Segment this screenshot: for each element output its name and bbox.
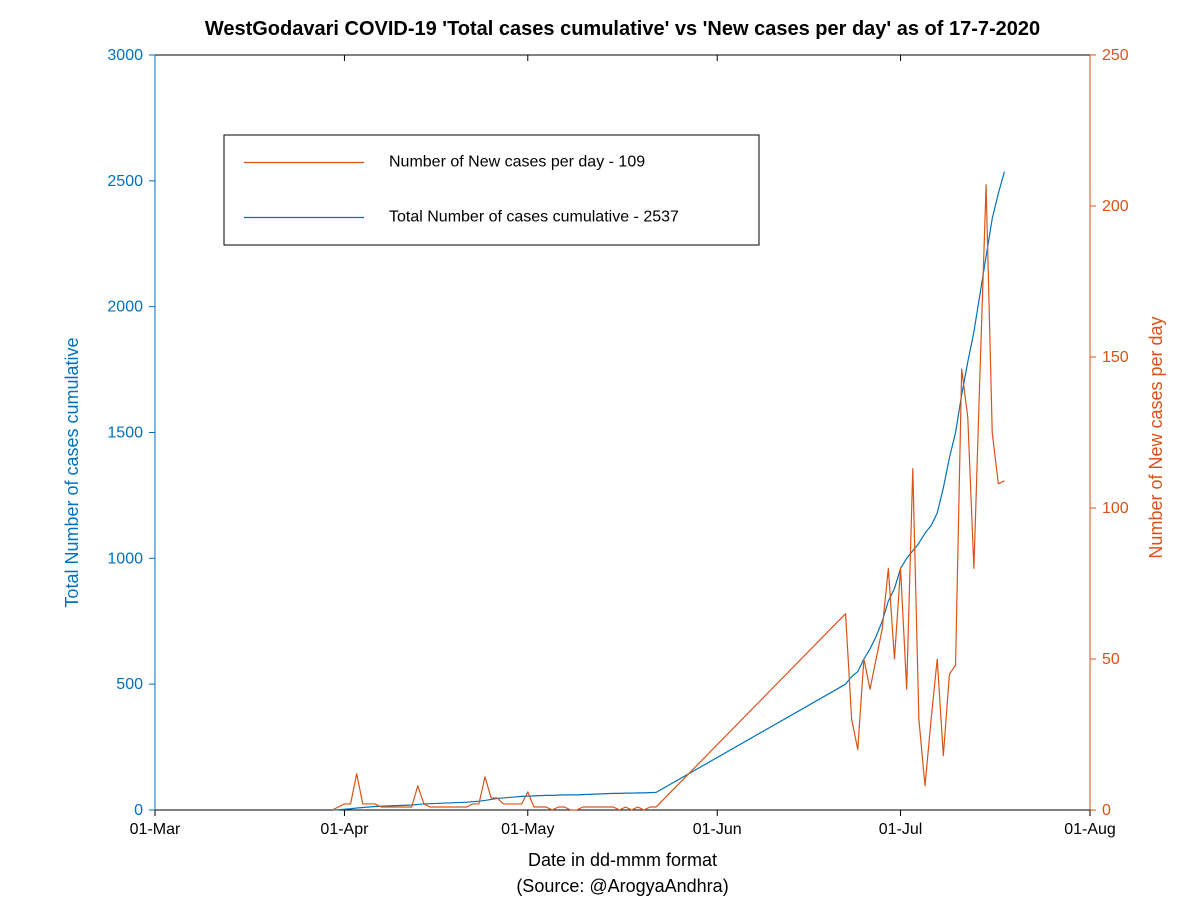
y-left-tick-label: 500 [116, 676, 143, 693]
x-label-line2: (Source: @ArogyaAndhra) [516, 876, 728, 896]
series-newcases-line [332, 185, 1004, 810]
x-tick-label: 01-Apr [320, 821, 369, 838]
x-tick-label: 01-Jul [879, 821, 923, 838]
y-right-tick-label: 50 [1102, 651, 1120, 668]
x-label-line1: Date in dd-mmm format [528, 850, 717, 870]
chart-container: WestGodavari COVID-19 'Total cases cumul… [0, 0, 1200, 900]
legend-bg [224, 135, 759, 245]
x-tick-label: 01-Mar [130, 821, 181, 838]
x-tick-label: 01-Aug [1064, 821, 1116, 838]
y-left-tick-label: 1500 [107, 425, 143, 442]
y-right-tick-label: 200 [1102, 198, 1129, 215]
legend-item-label: Total Number of cases cumulative - 2537 [389, 209, 679, 226]
chart-svg: WestGodavari COVID-19 'Total cases cumul… [0, 0, 1200, 900]
y-left-label: Total Number of cases cumulative [62, 337, 82, 607]
y-right-label: Number of New cases per day [1146, 316, 1166, 558]
y-right-tick-label: 150 [1102, 349, 1129, 366]
y-left-tick-label: 3000 [107, 47, 143, 64]
y-right-tick-label: 0 [1102, 802, 1111, 819]
x-tick-label: 01-May [501, 821, 554, 838]
y-right-tick-label: 100 [1102, 500, 1129, 517]
y-left-tick-label: 2500 [107, 173, 143, 190]
chart-title: WestGodavari COVID-19 'Total cases cumul… [205, 18, 1040, 40]
legend-item-label: Number of New cases per day - 109 [389, 154, 645, 171]
y-left-tick-label: 0 [134, 802, 143, 819]
series-cumulative-line [332, 172, 1004, 810]
y-left-tick-label: 2000 [107, 299, 143, 316]
y-right-tick-label: 250 [1102, 47, 1129, 64]
y-left-tick-label: 1000 [107, 550, 143, 567]
x-tick-label: 01-Jun [693, 821, 742, 838]
